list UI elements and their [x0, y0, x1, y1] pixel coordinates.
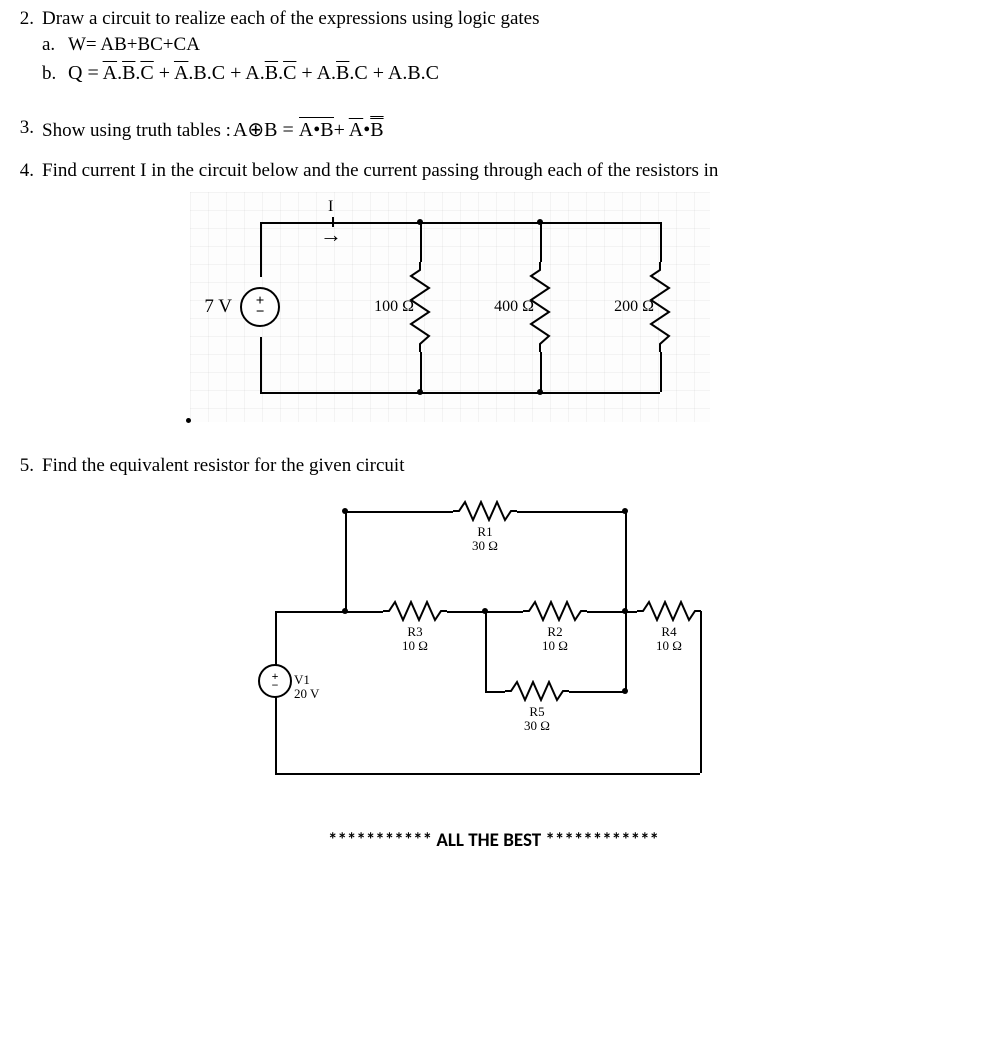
- question-number: 4.: [0, 160, 42, 182]
- resistor-label: R310 Ω: [385, 625, 445, 653]
- question-row: 5. Find the equivalent resistor for the …: [0, 455, 987, 477]
- resistor-icon: [453, 500, 517, 522]
- question-2: 2. Draw a circuit to realize each of the…: [0, 8, 987, 85]
- q2a-equation: W= AB+BC+CA: [68, 34, 200, 56]
- resistor-label: R210 Ω: [525, 625, 585, 653]
- question-row: 3. Show using truth tables : A⊕B = A•B+ …: [0, 117, 987, 142]
- resistor-icon: [383, 600, 447, 622]
- question-row: 4. Find current I in the circuit below a…: [0, 160, 987, 182]
- question-4: 4. Find current I in the circuit below a…: [0, 160, 987, 437]
- voltage-source-label: V120 V: [294, 673, 319, 701]
- resistor-label: 200 Ω: [614, 298, 654, 316]
- resistor-label: R530 Ω: [507, 705, 567, 733]
- resistor-label: 100 Ω: [374, 298, 414, 316]
- question-number: 2.: [0, 8, 42, 30]
- voltage-source-icon: +−: [258, 664, 292, 698]
- question-number: 3.: [0, 117, 42, 139]
- q3-prompt: Show using truth tables :: [42, 120, 231, 142]
- q4-prompt: Find current I in the circuit below and …: [42, 160, 718, 181]
- question-5: 5. Find the equivalent resistor for the …: [0, 455, 987, 801]
- question-text: Find current I in the circuit below and …: [42, 160, 987, 182]
- resistor-label: 400 Ω: [494, 298, 534, 316]
- voltage-source-icon: +−: [240, 287, 280, 327]
- footer-text: *********** ALL THE BEST ************: [0, 829, 987, 852]
- voltage-source-label: 7 V: [204, 296, 240, 318]
- q2b: b. Q = A.B.C + A.B.C + A.B.C + A.B.C + A…: [42, 62, 987, 85]
- question-text: Show using truth tables : A⊕B = A•B+ A•B: [42, 117, 987, 142]
- resistor-icon: [523, 600, 587, 622]
- q2a: a. W= AB+BC+CA: [42, 34, 987, 56]
- sub-label: b.: [42, 63, 68, 85]
- q2b-equation: Q = A.B.C + A.B.C + A.B.C + A.B.C + A.B.…: [68, 62, 439, 85]
- resistor-icon: [637, 600, 701, 622]
- resistor-label: R130 Ω: [455, 525, 515, 553]
- q3-equation: A⊕B = A•B+ A•B: [231, 117, 384, 142]
- q2-prompt: Draw a circuit to realize each of the ex…: [42, 8, 540, 29]
- question-text: Find the equivalent resistor for the giv…: [42, 455, 987, 477]
- question-row: 2. Draw a circuit to realize each of the…: [0, 8, 987, 85]
- q2b-lead: Q =: [68, 62, 103, 84]
- circuit-diagram-1: +− 7 V I → 100 Ω 400 Ω 200 Ω: [190, 192, 710, 422]
- question-text: Draw a circuit to realize each of the ex…: [42, 8, 987, 85]
- question-3: 3. Show using truth tables : A⊕B = A•B+ …: [0, 117, 987, 142]
- resistor-label: R410 Ω: [639, 625, 699, 653]
- arrow-right-icon: →: [320, 230, 342, 240]
- circuit-diagram-2: R130 Ω R310 Ω R210 Ω R410 Ω: [230, 491, 750, 801]
- sub-label: a.: [42, 34, 68, 56]
- dot-icon: [186, 418, 191, 423]
- current-label: I: [328, 198, 333, 216]
- question-number: 5.: [0, 455, 42, 477]
- resistor-icon: [505, 680, 569, 702]
- q5-prompt: Find the equivalent resistor for the giv…: [42, 455, 404, 476]
